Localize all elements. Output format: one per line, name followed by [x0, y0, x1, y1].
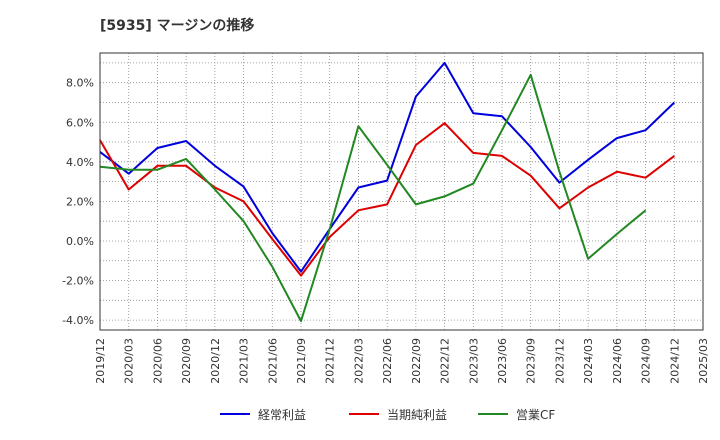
x-tick-label: 2023/03	[467, 338, 480, 384]
x-tick-label: 2020/12	[209, 338, 222, 384]
x-tick-label: 2021/12	[324, 338, 337, 384]
y-tick-label: 8.0%	[66, 77, 94, 90]
x-tick-label: 2023/09	[525, 338, 538, 384]
plot-frame	[99, 52, 704, 331]
x-tick-label: 2022/12	[439, 338, 452, 384]
chart-grid	[100, 53, 703, 330]
x-tick-label: 2024/03	[582, 338, 595, 384]
legend-label: 当期純利益	[387, 408, 447, 422]
x-tick-label: 2024/09	[640, 338, 653, 384]
x-tick-label: 2024/06	[611, 338, 624, 384]
y-tick-label: 0.0%	[66, 235, 94, 248]
y-tick-label: -2.0%	[62, 275, 94, 288]
x-axis: 2019/12 2020/03 2020/06 2020/09 2020/12 2021/…	[94, 338, 710, 384]
x-tick-label: 2021/09	[295, 338, 308, 384]
series-line	[99, 61, 675, 273]
x-tick-label: 2020/06	[151, 338, 164, 384]
x-tick-label: 2022/03	[352, 338, 365, 384]
legend-label: 経常利益	[258, 408, 306, 422]
legend: 経常利益 当期純利益 営業CF	[220, 408, 555, 422]
chart-series	[99, 61, 675, 323]
x-tick-label: 2021/03	[238, 338, 251, 384]
y-tick-label: 2.0%	[66, 195, 94, 208]
x-tick-label: 2022/09	[410, 338, 423, 384]
x-tick-label: 2022/06	[381, 338, 394, 384]
legend-label: 営業CF	[516, 408, 555, 422]
series-line	[99, 122, 675, 277]
x-tick-label: 2024/12	[668, 338, 681, 384]
y-axis: -4.0% -2.0% 0.0% 2.0% 4.0% 6.0% 8.0%	[62, 77, 94, 327]
y-tick-label: -4.0%	[62, 314, 94, 327]
chart-title: [5935] マージンの推移	[100, 17, 254, 34]
y-tick-label: 6.0%	[66, 116, 94, 129]
x-tick-label: 2023/06	[496, 338, 509, 384]
x-tick-label: 2020/09	[180, 338, 193, 384]
x-tick-label: 2021/06	[266, 338, 279, 384]
x-tick-label: 2019/12	[94, 338, 107, 384]
y-tick-label: 4.0%	[66, 156, 94, 169]
x-tick-label: 2023/12	[553, 338, 566, 384]
x-tick-label: 2025/03	[697, 338, 710, 384]
x-tick-label: 2020/03	[123, 338, 136, 384]
series-line	[99, 73, 647, 323]
